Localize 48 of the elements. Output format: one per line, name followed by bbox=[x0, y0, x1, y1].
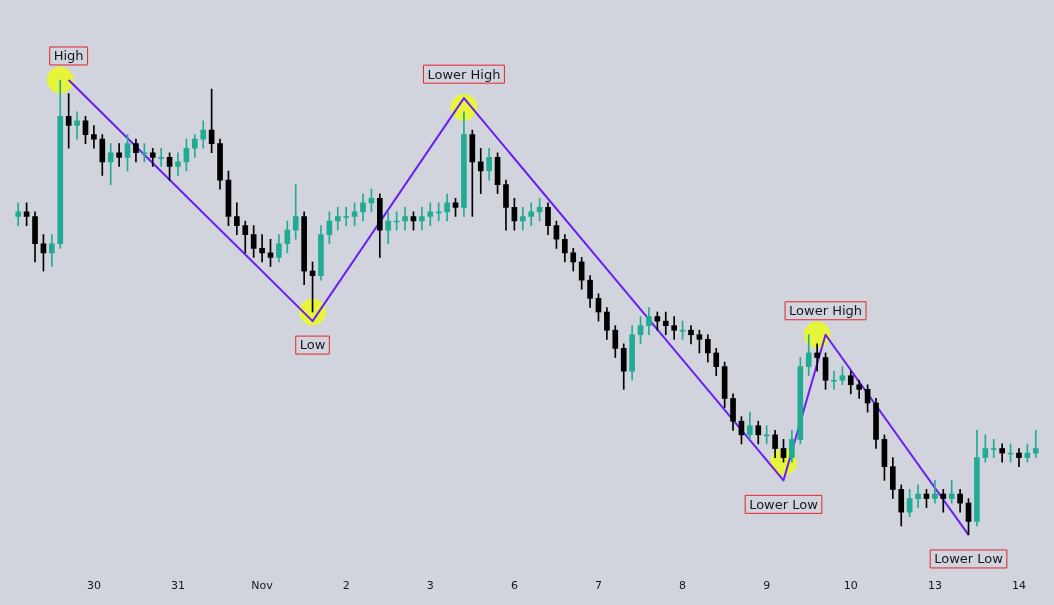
candlestick bbox=[671, 316, 677, 340]
candlestick bbox=[343, 207, 350, 226]
candlestick bbox=[932, 480, 938, 504]
candlestick bbox=[831, 370, 837, 390]
x-tick-label: 31 bbox=[170, 579, 185, 593]
candlestick bbox=[427, 202, 434, 226]
candlestick bbox=[91, 125, 97, 149]
text: Lower Low bbox=[934, 551, 1004, 567]
candlestick bbox=[74, 111, 80, 140]
candlestick bbox=[1032, 429, 1039, 458]
candlestick bbox=[419, 207, 425, 231]
candlestick bbox=[519, 207, 526, 231]
x-tick-label: 9 bbox=[763, 579, 771, 593]
point bbox=[46, 66, 74, 94]
candlestick bbox=[158, 147, 164, 167]
candlestick bbox=[334, 207, 341, 231]
candlestick bbox=[662, 311, 669, 336]
x-tick-label: 13 bbox=[927, 579, 942, 593]
candlestick bbox=[116, 143, 122, 167]
x-tick-label: 14 bbox=[1011, 579, 1026, 593]
x-tick-label: 8 bbox=[679, 579, 687, 593]
candlestick bbox=[477, 147, 484, 195]
x-tick-label: 6 bbox=[510, 579, 518, 593]
candlestick bbox=[107, 143, 114, 185]
candlestick bbox=[15, 202, 22, 226]
candlestick bbox=[1016, 448, 1022, 468]
annotation: Lower High bbox=[789, 303, 863, 319]
x-tick-label: 7 bbox=[594, 579, 602, 593]
candlestick bbox=[948, 480, 955, 504]
candlestick bbox=[259, 234, 265, 263]
annotation: Lower High bbox=[427, 66, 501, 82]
candlestick bbox=[175, 152, 181, 176]
candlestick bbox=[528, 202, 535, 226]
candlestick bbox=[990, 439, 997, 458]
x-tick-label: Nov bbox=[251, 579, 274, 593]
candlestick bbox=[402, 207, 408, 231]
x-tick-label: 2 bbox=[342, 579, 350, 593]
text: High bbox=[53, 48, 84, 64]
annotation: Lower Low bbox=[749, 496, 819, 512]
candlestick bbox=[688, 325, 694, 345]
candlestick bbox=[915, 484, 921, 508]
x-tick-label: 10 bbox=[843, 579, 858, 593]
x-tick-label: 30 bbox=[86, 579, 101, 593]
annotation: Low bbox=[299, 337, 326, 353]
candlestick bbox=[292, 184, 299, 240]
candlestick bbox=[940, 489, 947, 513]
x-tick-label: 3 bbox=[426, 579, 434, 593]
candlestick bbox=[814, 343, 820, 372]
